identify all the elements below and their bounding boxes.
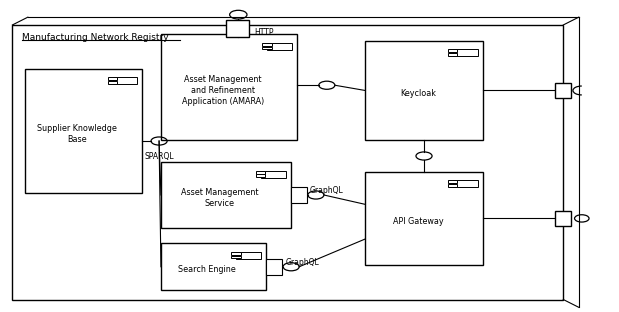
Bar (448, 180, 457, 183)
Bar (448, 49, 457, 52)
Text: Search Engine: Search Engine (178, 266, 236, 274)
Text: SPARQL: SPARQL (144, 152, 174, 161)
Bar (262, 46, 272, 49)
Text: GraphQL: GraphQL (285, 258, 319, 266)
Bar (12, 25, 563, 300)
Bar (232, 252, 241, 255)
Bar (261, 171, 286, 178)
Bar (365, 41, 483, 140)
Bar (161, 243, 266, 290)
Bar (256, 174, 266, 177)
Bar (108, 81, 117, 84)
Bar (108, 77, 117, 80)
Bar (555, 83, 571, 98)
Bar (232, 256, 241, 258)
Text: Supplier Knowledge
Base: Supplier Knowledge Base (37, 124, 118, 144)
Bar (256, 171, 266, 174)
Bar (453, 49, 478, 56)
Bar (267, 43, 292, 50)
Text: Manufacturing Network Registry: Manufacturing Network Registry (22, 33, 168, 42)
Text: API Gateway: API Gateway (392, 217, 443, 226)
Bar (25, 69, 142, 193)
Text: Keycloak: Keycloak (400, 89, 436, 98)
Bar (365, 172, 483, 265)
Bar (291, 187, 307, 203)
Bar (236, 252, 261, 259)
Bar (555, 211, 571, 226)
Text: Asset Management
and Refinement
Application (AMARA): Asset Management and Refinement Applicat… (182, 75, 264, 106)
Bar (113, 77, 137, 84)
Bar (448, 184, 457, 187)
Text: HTTP: HTTP (254, 28, 274, 37)
Bar (453, 180, 478, 187)
Text: Asset Management
Service: Asset Management Service (181, 188, 259, 208)
Bar (161, 162, 291, 228)
Bar (448, 53, 457, 56)
Text: GraphQL: GraphQL (310, 186, 344, 195)
Bar (266, 259, 282, 275)
Bar (226, 20, 249, 37)
Bar (161, 34, 297, 140)
Bar (262, 43, 272, 46)
